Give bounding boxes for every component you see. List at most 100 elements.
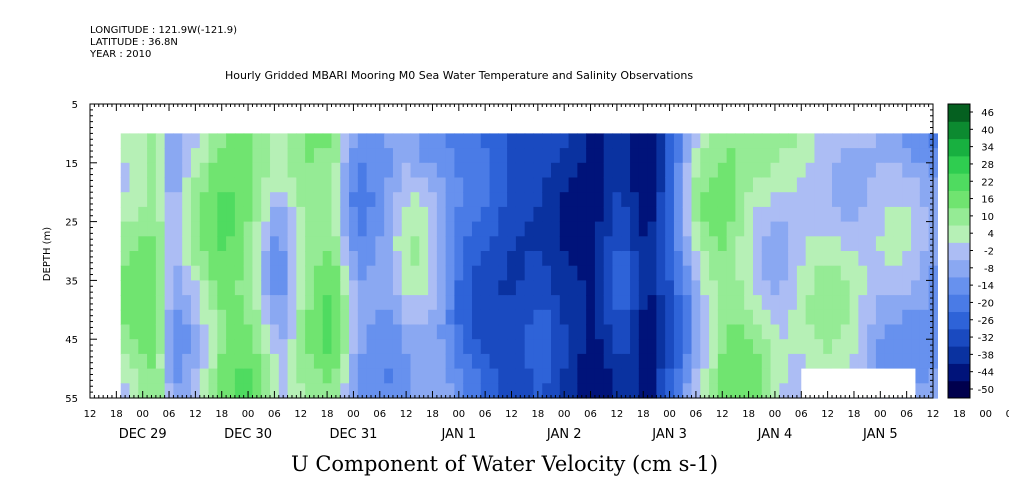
heat-cell xyxy=(349,324,359,340)
longitude-label: LONGITUDE : 121.9W(-121.9) xyxy=(90,25,237,36)
heat-cell xyxy=(428,383,438,399)
heat-cell xyxy=(682,368,693,384)
heat-cell xyxy=(709,353,719,370)
heat-cell xyxy=(278,383,289,399)
heat-cell xyxy=(752,206,763,223)
heat-cell xyxy=(744,368,754,384)
heat-cell xyxy=(392,251,403,267)
heat-cell xyxy=(612,236,622,252)
heat-cell xyxy=(594,221,605,237)
heat-cell xyxy=(454,221,464,237)
heat-cell xyxy=(507,265,517,281)
heat-cell xyxy=(770,192,780,208)
heat-cell xyxy=(867,133,877,149)
heat-cell xyxy=(182,162,192,179)
heat-cell xyxy=(814,251,824,267)
heat-cell xyxy=(287,221,297,237)
heat-cell xyxy=(120,221,131,237)
heat-cell xyxy=(507,236,517,252)
heat-cell xyxy=(340,339,350,355)
heat-cell xyxy=(559,368,570,384)
colorbar-label: -44 xyxy=(978,368,994,379)
heat-cell xyxy=(296,309,306,326)
heat-cell xyxy=(208,353,218,370)
heat-cell xyxy=(682,339,693,355)
colorbar-label: -14 xyxy=(978,281,994,292)
heat-cell xyxy=(603,148,614,164)
heat-cell xyxy=(199,368,210,384)
heat-cell xyxy=(717,192,728,208)
heat-cell xyxy=(770,162,780,179)
heat-cell xyxy=(419,324,429,340)
heat-cell xyxy=(832,339,842,355)
heat-cell xyxy=(814,280,824,296)
heat-cell xyxy=(796,324,807,340)
heat-cell xyxy=(243,295,254,311)
heat-cell xyxy=(322,177,333,193)
heat-cell xyxy=(120,280,131,296)
heat-cell xyxy=(471,353,482,370)
heat-cell xyxy=(893,206,903,223)
heat-cell xyxy=(463,148,473,164)
heat-cell xyxy=(489,353,499,370)
heat-cell xyxy=(884,324,895,340)
heat-cell xyxy=(682,280,693,296)
heat-cell xyxy=(278,339,289,355)
heat-cell xyxy=(498,177,508,193)
heat-cell xyxy=(559,295,570,311)
heat-cell xyxy=(147,133,157,149)
heat-cell xyxy=(270,368,280,384)
heat-cell xyxy=(463,251,473,267)
heat-cell xyxy=(682,295,693,311)
heat-cell xyxy=(832,251,842,267)
heat-cell xyxy=(375,236,385,252)
heat-cell xyxy=(594,368,605,384)
heat-cell xyxy=(823,280,833,296)
heat-cell xyxy=(489,309,499,326)
heat-cell xyxy=(217,295,227,311)
heat-cell xyxy=(349,148,359,164)
heat-cell xyxy=(709,206,719,223)
heat-cell xyxy=(875,339,886,355)
heat-cell xyxy=(577,368,587,384)
heat-cell xyxy=(138,162,148,179)
heat-cell xyxy=(419,148,429,164)
heat-cell xyxy=(911,309,921,326)
heat-cell xyxy=(840,295,851,311)
heat-cell xyxy=(744,206,754,223)
heat-cell xyxy=(190,192,201,208)
heat-cell xyxy=(542,251,552,267)
heat-cell xyxy=(568,295,578,311)
heat-cell xyxy=(234,133,245,149)
heat-cell xyxy=(164,280,175,296)
heat-cell xyxy=(682,162,693,179)
heat-cell xyxy=(770,177,780,193)
heat-cell xyxy=(911,353,921,370)
heat-cell xyxy=(665,206,675,223)
heat-cell xyxy=(796,339,807,355)
heat-cell xyxy=(471,221,482,237)
heat-cell xyxy=(752,177,763,193)
heat-cell xyxy=(436,162,447,179)
heat-cell xyxy=(568,177,578,193)
heat-cell xyxy=(919,162,930,179)
heat-cell xyxy=(340,236,350,252)
heat-cell xyxy=(612,280,622,296)
heat-cell xyxy=(498,309,508,326)
heat-cell xyxy=(533,368,543,384)
heat-cell xyxy=(568,251,578,267)
latitude-label: LATITUDE : 36.8N xyxy=(90,37,178,48)
heat-cell xyxy=(331,148,341,164)
heat-cell xyxy=(173,162,183,179)
heat-cell xyxy=(586,236,596,252)
heat-cell xyxy=(788,251,798,267)
heat-cell xyxy=(788,324,798,340)
heat-cell xyxy=(796,265,807,281)
heat-cell xyxy=(489,251,499,267)
heat-cell xyxy=(744,251,754,267)
heat-cell xyxy=(296,339,306,355)
heat-cell xyxy=(875,251,886,267)
heat-cell xyxy=(726,206,737,223)
heat-cell xyxy=(884,162,895,179)
heat-cell xyxy=(173,148,183,164)
